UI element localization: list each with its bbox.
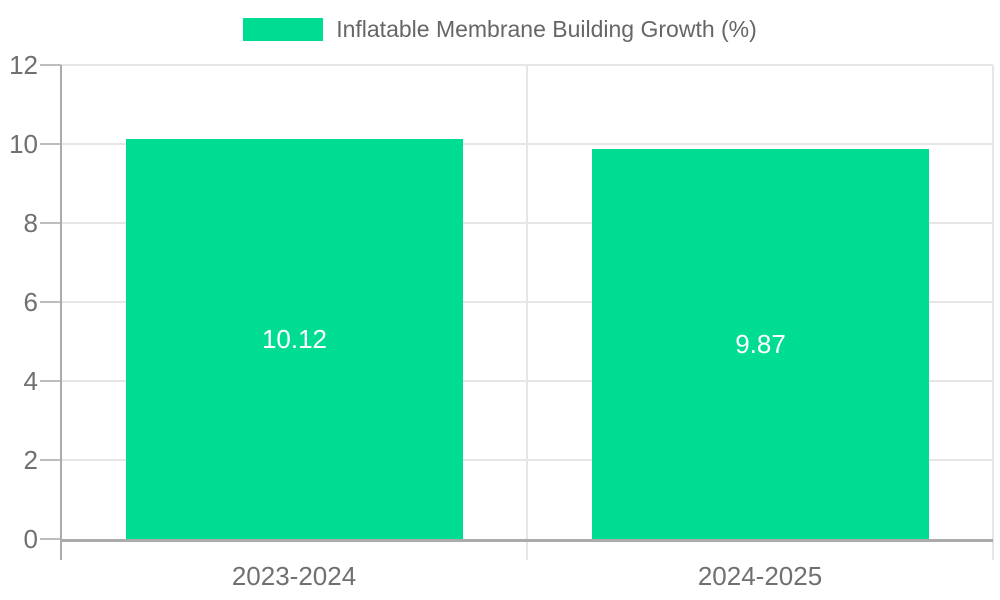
ytick-label-4: 4 xyxy=(23,366,38,396)
ytick-mark-6 xyxy=(40,301,61,303)
ytick-mark-0 xyxy=(40,538,61,540)
bar-value-label-2024-2025: 9.87 xyxy=(735,329,786,359)
bar-value-label-2023-2024: 10.12 xyxy=(261,324,328,354)
legend[interactable]: Inflatable Membrane Building Growth (%) xyxy=(0,18,1000,41)
ytick-label-2: 2 xyxy=(23,445,38,475)
ytick-label-6: 6 xyxy=(23,287,38,317)
ytick-label-12: 12 xyxy=(9,50,38,80)
bar-2024-2025[interactable] xyxy=(592,149,929,539)
xtick-label-2023-2024: 2023-2024 xyxy=(231,561,357,591)
legend-label: Inflatable Membrane Building Growth (%) xyxy=(336,16,757,42)
ytick-mark-8 xyxy=(40,222,61,224)
ytick-label-8: 8 xyxy=(23,208,38,238)
ytick-mark-4 xyxy=(40,380,61,382)
ytick-label-0: 0 xyxy=(23,524,38,554)
plot-right-border xyxy=(992,65,994,560)
x-axis-line xyxy=(60,539,993,542)
ytick-mark-10 xyxy=(40,143,61,145)
bar-2023-2024[interactable] xyxy=(126,139,463,539)
legend-swatch xyxy=(243,18,324,41)
ytick-mark-2 xyxy=(40,459,61,461)
ytick-mark-12 xyxy=(40,64,61,66)
y-axis-line xyxy=(60,65,62,560)
category-separator xyxy=(526,65,528,560)
ytick-label-10: 10 xyxy=(9,129,38,159)
xtick-label-2024-2025: 2024-2025 xyxy=(697,561,823,591)
